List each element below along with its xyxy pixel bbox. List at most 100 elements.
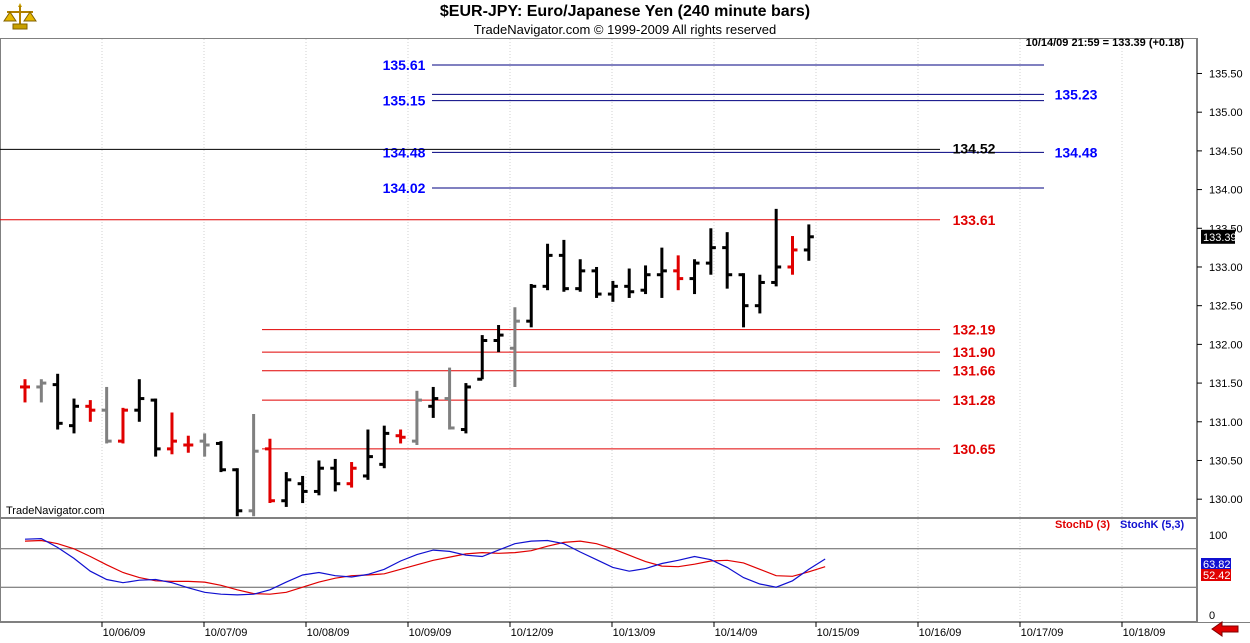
ohlc-bar [68, 398, 79, 434]
y-tick-label: 130.00 [1209, 494, 1243, 506]
stoch-tick-label: 100 [1209, 530, 1227, 542]
ohlc-bar [509, 307, 520, 387]
fib-label-right: 134.48 [1055, 144, 1098, 160]
stoch-d-line [24, 539, 826, 595]
ohlc-bar [183, 435, 194, 453]
support-label: 131.66 [953, 363, 996, 379]
ohlc-bar [754, 274, 765, 314]
x-tick-label: 10/06/09 [103, 627, 146, 639]
ohlc-bar [346, 462, 357, 488]
resistance-label: 134.52 [953, 140, 996, 156]
x-tick-label: 10/08/09 [307, 627, 350, 639]
y-tick-label: 135.00 [1209, 107, 1243, 119]
ohlc-bar [313, 460, 324, 496]
ohlc-bar [248, 414, 259, 517]
ohlc-bar [705, 228, 716, 275]
ohlc-bar [493, 325, 504, 353]
ohlc-bar [297, 475, 308, 504]
y-tick-label: 134.50 [1209, 146, 1243, 158]
ohlc-bar [20, 379, 30, 403]
fib-label: 135.15 [383, 93, 426, 109]
x-tick-label: 10/13/09 [613, 627, 656, 639]
last-quote: 10/14/09 21:59 = 133.39 (+0.18) [1025, 37, 1184, 49]
ohlc-bar [591, 266, 602, 298]
ohlc-bar [117, 407, 128, 444]
ohlc-bar [526, 284, 537, 328]
ohlc-bar [362, 429, 373, 480]
ohlc-bar [673, 255, 684, 291]
ohlc-bar [395, 429, 406, 444]
ohlc-bar [787, 236, 798, 275]
price-axis: 135.50135.00134.50134.00133.50133.00132.… [1197, 68, 1243, 506]
ohlc-bar [575, 259, 586, 292]
ohlc-bar [771, 208, 782, 287]
ohlc-bar [607, 280, 618, 302]
stoch-last-box [1201, 558, 1231, 570]
fib-label-right: 135.23 [1055, 86, 1098, 102]
ohlc-bar [134, 379, 145, 422]
ohlc-bar [379, 425, 390, 469]
ohlc-bar [199, 433, 210, 457]
ohlc-bar [411, 390, 422, 445]
y-tick-label: 132.50 [1209, 301, 1243, 313]
ohlc-bar [215, 441, 226, 473]
ohlc-bar [36, 379, 47, 403]
support-label: 130.65 [953, 441, 996, 457]
ohlc-bar [281, 472, 292, 507]
ohlc-bar [330, 458, 341, 492]
support-label: 131.90 [953, 344, 996, 360]
ohlc-bar [444, 367, 455, 430]
ohlc-bar [558, 239, 569, 292]
ohlc-bar [52, 373, 63, 430]
scroll-left-arrow-icon[interactable] [1211, 621, 1239, 637]
y-tick-label: 131.50 [1209, 378, 1243, 390]
y-tick-label: 135.50 [1209, 68, 1243, 80]
last-price-box [1201, 229, 1235, 244]
y-tick-label: 132.00 [1209, 339, 1243, 351]
trade-navigator-logo-icon [3, 3, 37, 30]
x-tick-label: 10/16/09 [919, 627, 962, 639]
chart-frame [0, 38, 1250, 623]
ohlc-bar [166, 412, 177, 455]
ohlc-bar [803, 224, 814, 261]
x-tick-label: 10/07/09 [205, 627, 248, 639]
x-tick-label: 10/14/09 [715, 627, 758, 639]
legend-stoch-d: StochD (3) [1055, 519, 1110, 531]
ohlc-bar [689, 259, 700, 295]
ohlc-bar [738, 273, 749, 328]
ohlc-bar [101, 386, 112, 444]
stoch-k-line [24, 537, 826, 596]
stoch-last-label: 63.82 [1203, 559, 1231, 571]
watermark: TradeNavigator.com [6, 505, 105, 517]
ohlc-bar [428, 386, 439, 418]
y-tick-label: 131.00 [1209, 417, 1243, 429]
x-tick-label: 10/18/09 [1123, 627, 1166, 639]
ohlc-bar [264, 438, 275, 504]
price-levels: 135.61 135.15 134.48 134.02 135.23 134.48 134.… [0, 57, 1098, 457]
fib-label: 134.02 [383, 180, 426, 196]
fib-label: 134.48 [383, 144, 426, 160]
ohlc-bar [656, 247, 667, 298]
stoch-last-label: 52.42 [1203, 570, 1231, 582]
x-tick-label: 10/15/09 [817, 627, 860, 639]
ohlc-bar [232, 468, 243, 517]
ohlc-bar [542, 243, 553, 291]
date-axis: 10/06/09 10/07/09 10/08/09 10/09/09 10/12/09… [101, 622, 1166, 639]
y-tick-label: 133.00 [1209, 262, 1243, 274]
support-label: 132.19 [953, 322, 996, 338]
ohlc-bar [460, 383, 471, 434]
stoch-tick-label: 0 [1209, 610, 1215, 622]
support-label: 131.28 [953, 392, 996, 408]
legend-stoch-k: StochK (5,3) [1120, 519, 1185, 531]
price-bars [20, 208, 814, 517]
ohlc-bar [624, 268, 635, 298]
stoch-last-box [1201, 569, 1231, 581]
chart-title: $EUR-JPY: Euro/Japanese Yen (240 minute … [439, 3, 811, 20]
stoch-panel-border [0, 518, 1197, 622]
support-label: 133.61 [953, 212, 996, 228]
x-tick-label: 10/09/09 [409, 627, 452, 639]
x-tick-label: 10/12/09 [511, 627, 554, 639]
ohlc-bar [640, 265, 651, 295]
ohlc-bar [477, 335, 488, 381]
